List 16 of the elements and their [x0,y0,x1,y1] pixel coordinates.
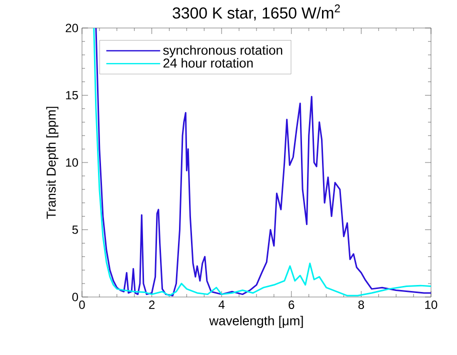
y-tick-label: 20 [66,24,78,32]
x-tick-label: 4 [218,300,225,309]
x-tick-label: 6 [288,300,294,309]
y-tick-label: 0 [72,292,78,302]
x-tick-label: 10 [425,300,438,309]
y-tick-label: 5 [72,226,78,234]
x-axis-title: wavelength [μm] [209,316,303,328]
y-tick-label: 15 [66,91,78,100]
legend-label: 24 hour rotation [163,58,253,68]
x-tick-label: 8 [358,300,364,309]
y-axis-title: Transit Depth [ppm] [46,106,58,219]
legend-label: synchronous rotation [163,45,282,58]
chart-title: 3300 K star, 1650 W/m$^{2}$ [172,4,340,20]
y-tick-label: 10 [66,158,78,167]
x-tick-label: 2 [149,300,155,309]
x-tick-label: 0 [79,300,85,309]
